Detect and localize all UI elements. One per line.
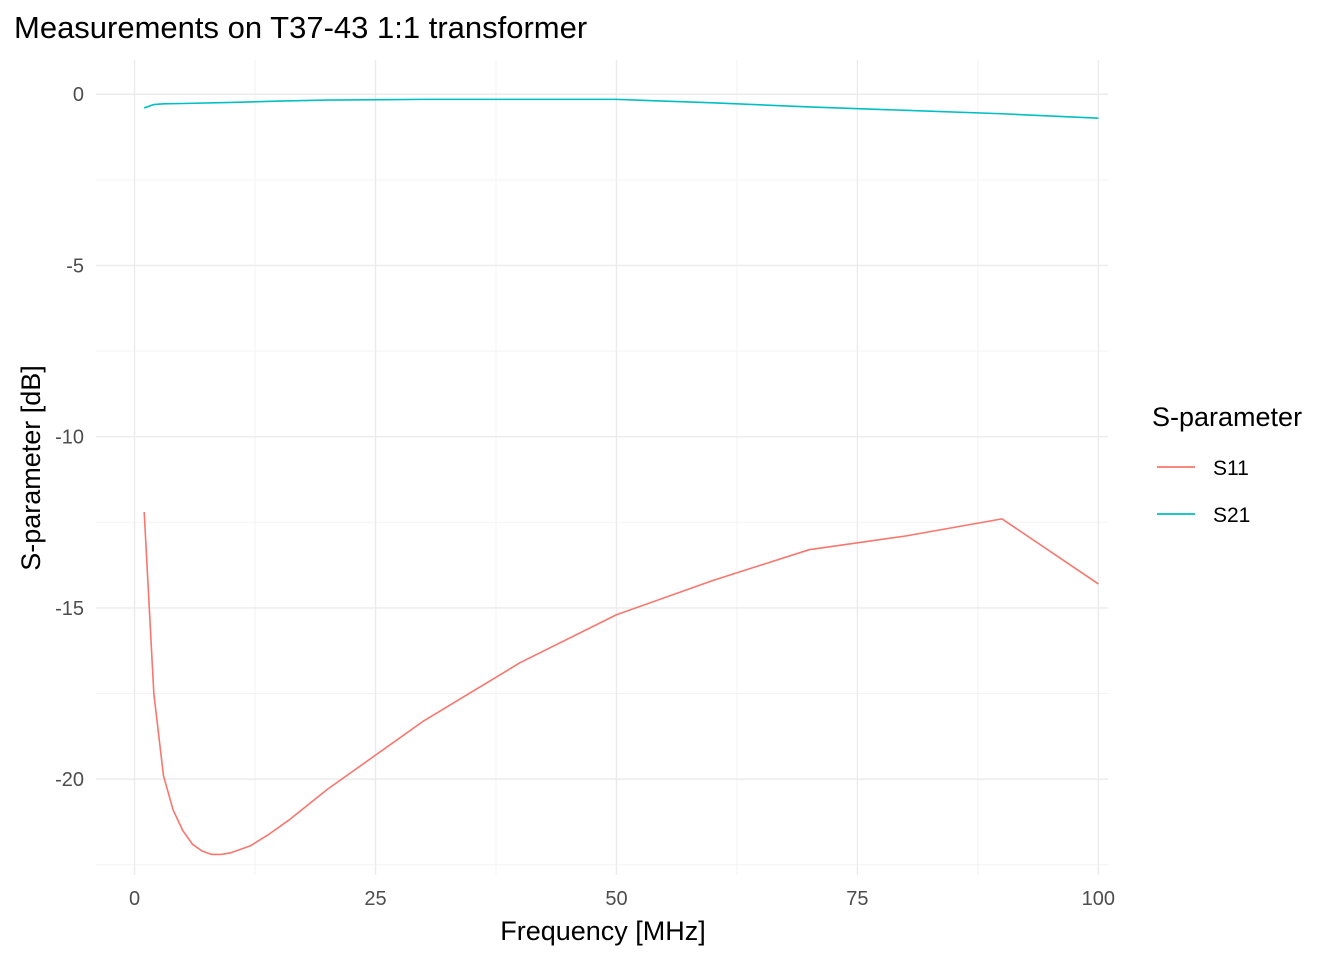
x-tick-label: 75 <box>846 888 868 910</box>
legend-label-s11: S11 <box>1213 457 1249 480</box>
y-tick-label: -5 <box>66 255 84 277</box>
x-tick-label: 0 <box>129 888 140 910</box>
y-tick-label: 0 <box>73 84 84 106</box>
chart-title: Measurements on T37-43 1:1 transformer <box>14 10 588 45</box>
series-layer <box>143 98 1099 856</box>
x-axis-title: Frequency [MHz] <box>500 916 706 946</box>
x-tick-label: 25 <box>364 888 386 910</box>
x-tick-label: 100 <box>1082 888 1115 910</box>
grid-major <box>96 60 1108 875</box>
y-tick-label: -20 <box>55 769 84 791</box>
legend-title: S-parameter <box>1152 402 1302 432</box>
x-tick-label: 50 <box>605 888 627 910</box>
y-axis-title: S-parameter [dB] <box>16 365 46 571</box>
legend-label-s21: S21 <box>1213 504 1250 527</box>
grid-minor <box>96 60 1108 875</box>
y-tick-label: -10 <box>55 427 84 449</box>
x-tick-labels: 0 25 50 75 100 <box>129 888 1115 910</box>
y-tick-label: -15 <box>55 598 84 620</box>
legend: S-parameter S11 S21 <box>1152 402 1302 527</box>
series-line-s11 <box>143 511 1099 856</box>
legend-items: S11 S21 <box>1157 457 1250 527</box>
series-line-s21 <box>143 98 1099 120</box>
y-tick-labels: 0 -5 -10 -15 -20 <box>55 84 84 791</box>
